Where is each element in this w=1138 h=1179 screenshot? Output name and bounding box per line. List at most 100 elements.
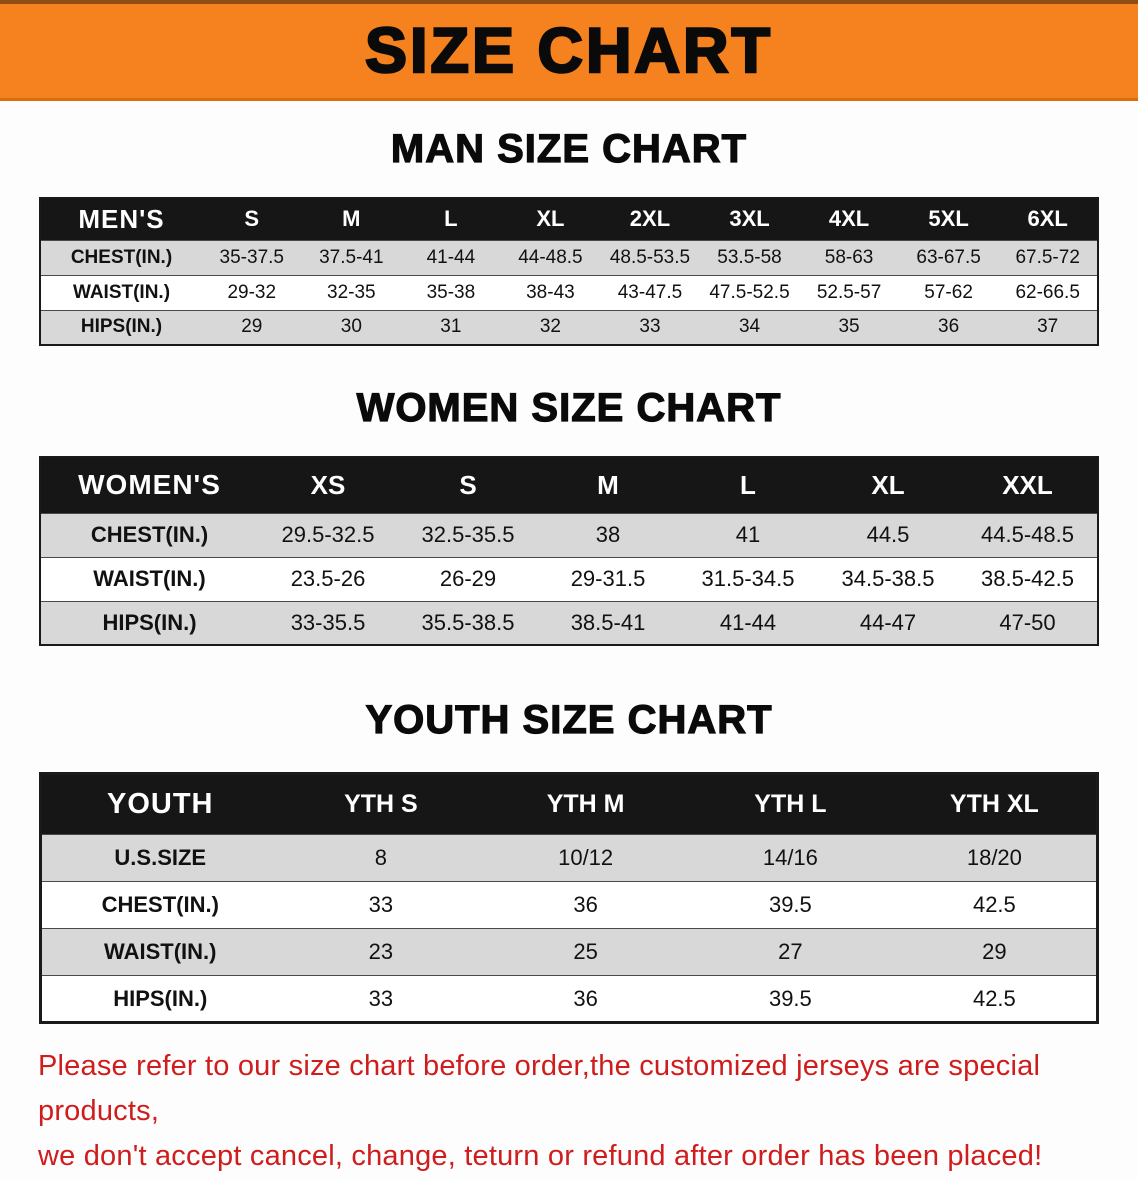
row-label-cell: U.S.SIZE bbox=[114, 845, 207, 870]
table-header-row: YOUTH YTH S YTH M YTH L YTH XL bbox=[40, 773, 1098, 835]
table-row: CHEST(IN.) 33 36 39.5 42.5 bbox=[40, 881, 1098, 929]
value-cell: 38-43 bbox=[526, 281, 575, 303]
row-label-cell: WAIST(IN.) bbox=[93, 566, 206, 591]
value-cell: 8 bbox=[374, 845, 387, 870]
value-cell: 26-29 bbox=[439, 566, 497, 591]
value-cell: 42.5 bbox=[972, 892, 1016, 917]
value-cell: 14/16 bbox=[762, 845, 818, 870]
value-cell: 36 bbox=[573, 985, 598, 1011]
size-column-header: 3XL bbox=[729, 206, 770, 232]
table-row: HIPS(IN.) 33-35.5 35.5-38.5 38.5-41 41-44 44-… bbox=[40, 601, 1098, 645]
size-column-header: 4XL bbox=[828, 206, 870, 232]
value-cell: 35.5-38.5 bbox=[421, 609, 515, 635]
value-cell: 36 bbox=[573, 892, 598, 917]
men-size-table: MEN'S S M L XL 2XL 3XL 4XL 5XL 6XL CHEST(IN.) 35-37… bbox=[39, 197, 1099, 346]
value-cell: 44.5-48.5 bbox=[981, 522, 1074, 547]
value-cell: 23 bbox=[368, 939, 394, 964]
value-cell: 29.5-32.5 bbox=[281, 522, 375, 547]
value-cell: 31 bbox=[440, 316, 462, 338]
man-size-heading: MAN SIZE CHART bbox=[390, 126, 748, 171]
row-label-cell: HIPS(IN.) bbox=[102, 609, 197, 635]
table-row: HIPS(IN.) 29 30 31 32 33 34 35 36 37 bbox=[40, 310, 1098, 345]
row-label-cell: HIPS(IN.) bbox=[80, 316, 163, 338]
size-column-header: M bbox=[597, 469, 619, 500]
value-cell: 39.5 bbox=[768, 985, 812, 1011]
value-cell: 30 bbox=[340, 316, 362, 338]
man-size-section: MAN SIZE CHART MEN'S S M L XL 2XL 3XL 4XL 5XL 6XL… bbox=[0, 126, 1138, 346]
value-cell: 10/12 bbox=[558, 845, 614, 870]
value-cell: 34.5-38.5 bbox=[841, 566, 935, 591]
value-cell: 31.5-34.5 bbox=[701, 566, 795, 591]
size-column-header: 2XL bbox=[629, 206, 671, 232]
table-row: WAIST(IN.) 23 25 27 29 bbox=[40, 928, 1098, 976]
women-size-table: WOMEN'S XS S M L XL XXL CHEST(IN.) 29.5-32.5 32.5… bbox=[39, 456, 1099, 646]
value-cell: 44-48.5 bbox=[518, 246, 583, 268]
value-cell: 43-47.5 bbox=[617, 281, 683, 303]
size-column-header: YTH XL bbox=[949, 790, 1039, 818]
value-cell: 41-44 bbox=[426, 246, 476, 268]
women-size-heading: WOMEN SIZE CHART bbox=[356, 385, 782, 430]
table-header-row: MEN'S S M L XL 2XL 3XL 4XL 5XL 6XL bbox=[40, 198, 1098, 240]
row-label-cell: CHEST(IN.) bbox=[101, 892, 219, 917]
value-cell: 29-32 bbox=[227, 281, 277, 303]
size-column-header: L bbox=[740, 469, 756, 500]
value-cell: 34 bbox=[738, 316, 761, 338]
table-row: WAIST(IN.) 23.5-26 26-29 29-31.5 31.5-34.5 34… bbox=[40, 557, 1098, 601]
table-row: HIPS(IN.) 33 36 39.5 42.5 bbox=[40, 975, 1098, 1023]
value-cell: 32 bbox=[539, 316, 561, 338]
value-cell: 32-35 bbox=[327, 281, 376, 303]
table-header-row: WOMEN'S XS S M L XL XXL bbox=[40, 457, 1098, 513]
row-label-cell: CHEST(IN.) bbox=[90, 522, 209, 547]
size-column-header: YTH M bbox=[546, 790, 625, 818]
value-cell: 36 bbox=[938, 316, 960, 338]
size-column-header: M bbox=[342, 206, 361, 232]
value-cell: 48.5-53.5 bbox=[609, 246, 691, 268]
value-cell: 18/20 bbox=[966, 845, 1022, 870]
youth-size-section: YOUTH SIZE CHART YOUTH YTH S YTH M YTH L YTH… bbox=[0, 697, 1138, 1024]
row-label-cell: WAIST(IN.) bbox=[72, 281, 171, 303]
value-cell: 23.5-26 bbox=[290, 566, 366, 591]
value-cell: 63-67.5 bbox=[916, 246, 981, 268]
value-cell: 33 bbox=[368, 892, 394, 917]
value-cell: 25 bbox=[573, 939, 598, 964]
youth-size-table: YOUTH YTH S YTH M YTH L YTH XL U.S.SIZE 8 10/12… bbox=[39, 772, 1099, 1024]
value-cell: 44-47 bbox=[859, 609, 917, 635]
value-cell: 29 bbox=[241, 316, 263, 338]
size-column-header: S bbox=[459, 469, 477, 500]
table-row: CHEST(IN.) 29.5-32.5 32.5-35.5 38 41 44.5 44.5… bbox=[40, 513, 1098, 557]
youth-size-heading: YOUTH SIZE CHART bbox=[365, 697, 773, 742]
value-cell: 33 bbox=[368, 985, 394, 1011]
size-column-header: XL bbox=[871, 469, 905, 500]
value-cell: 62-66.5 bbox=[1015, 281, 1080, 303]
value-cell: 35-37.5 bbox=[219, 246, 284, 268]
value-cell: 33 bbox=[639, 316, 661, 338]
value-cell: 58-63 bbox=[824, 246, 874, 268]
size-column-header: 6XL bbox=[1027, 206, 1068, 232]
value-cell: 38 bbox=[595, 522, 621, 547]
value-cell: 57-62 bbox=[924, 281, 973, 303]
value-cell: 47.5-52.5 bbox=[709, 281, 790, 303]
size-chart-banner: SIZE CHART bbox=[0, 0, 1138, 101]
table-row: U.S.SIZE 8 10/12 14/16 18/20 bbox=[40, 834, 1098, 882]
value-cell: 29 bbox=[982, 939, 1007, 964]
value-cell: 38.5-42.5 bbox=[981, 566, 1074, 591]
value-cell: 52.5-57 bbox=[816, 281, 882, 303]
value-cell: 27 bbox=[778, 939, 803, 964]
size-column-header: YTH L bbox=[754, 790, 827, 818]
table-row: WAIST(IN.) 29-32 32-35 35-38 38-43 43-47.5 47.… bbox=[40, 275, 1098, 310]
table-title-cell: MEN'S bbox=[78, 203, 165, 234]
value-cell: 33-35.5 bbox=[290, 609, 366, 635]
value-cell: 35 bbox=[838, 316, 860, 338]
value-cell: 37.5-41 bbox=[319, 246, 384, 268]
size-column-header: XXL bbox=[1002, 469, 1053, 500]
table-title-cell: WOMEN'S bbox=[78, 469, 221, 501]
row-label-cell: CHEST(IN.) bbox=[70, 246, 173, 268]
table-row: CHEST(IN.) 35-37.5 37.5-41 41-44 44-48.5 48.5… bbox=[40, 240, 1098, 275]
order-policy-note-line1: Please refer to our size chart before or… bbox=[38, 1050, 1041, 1127]
table-title-cell: YOUTH bbox=[107, 788, 214, 820]
size-column-header: L bbox=[444, 206, 458, 232]
row-label-cell: WAIST(IN.) bbox=[104, 939, 217, 964]
order-policy-note: Please refer to our size chart before or… bbox=[38, 1044, 1100, 1179]
value-cell: 35-38 bbox=[426, 281, 476, 303]
value-cell: 47-50 bbox=[999, 609, 1056, 635]
